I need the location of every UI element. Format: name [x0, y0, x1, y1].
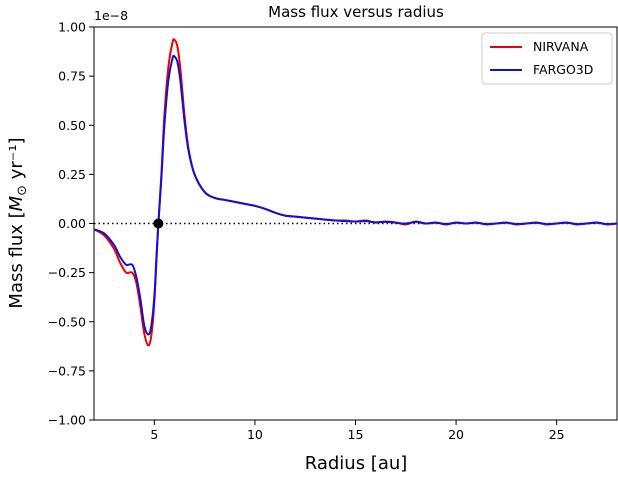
series-line-nirvana	[93, 38, 618, 347]
x-tick-label: 10	[247, 427, 263, 442]
x-axis-ticks: 5 10 15 20 25	[150, 420, 565, 442]
legend-label-fargo3d: FARGO3D	[533, 62, 593, 77]
y-axis-ticks: −1.00 −0.75 −0.50 −0.25 0.00 0.25 0.50 0.75 1.00	[48, 20, 94, 428]
legend: NIRVANA FARGO3D	[481, 32, 613, 85]
y-axis-offset-label: 1e−8	[94, 8, 128, 23]
y-tick-label: 0.00	[58, 216, 86, 231]
plot-area: 5 10 15 20 25 −1.00 −0.75 −0.50 −0.25 0.00 0.25 0.…	[48, 20, 618, 442]
series-lines	[93, 38, 618, 347]
y-axis-label: Mass flux [M⊙ yr⁻¹]	[6, 137, 30, 308]
x-tick-label: 25	[549, 427, 565, 442]
legend-box	[481, 32, 613, 85]
y-tick-label: −0.25	[48, 265, 86, 280]
series-line-fargo3d	[93, 54, 618, 336]
y-tick-label: −1.00	[48, 413, 86, 428]
y-tick-label: 0.75	[58, 69, 86, 84]
zero-crossing-marker	[153, 218, 164, 229]
x-tick-label: 5	[150, 427, 158, 442]
y-tick-label: −0.50	[48, 314, 86, 329]
x-tick-label: 15	[348, 427, 364, 442]
y-tick-label: 0.50	[58, 118, 86, 133]
x-axis-label: Radius [au]	[305, 453, 408, 474]
x-tick-label: 20	[448, 427, 464, 442]
y-tick-label: −0.75	[48, 363, 86, 378]
y-tick-label: 1.00	[58, 20, 86, 35]
chart-title: Mass flux versus radius	[268, 3, 444, 21]
legend-label-nirvana: NIRVANA	[533, 39, 589, 54]
y-tick-label: 0.25	[58, 167, 86, 182]
